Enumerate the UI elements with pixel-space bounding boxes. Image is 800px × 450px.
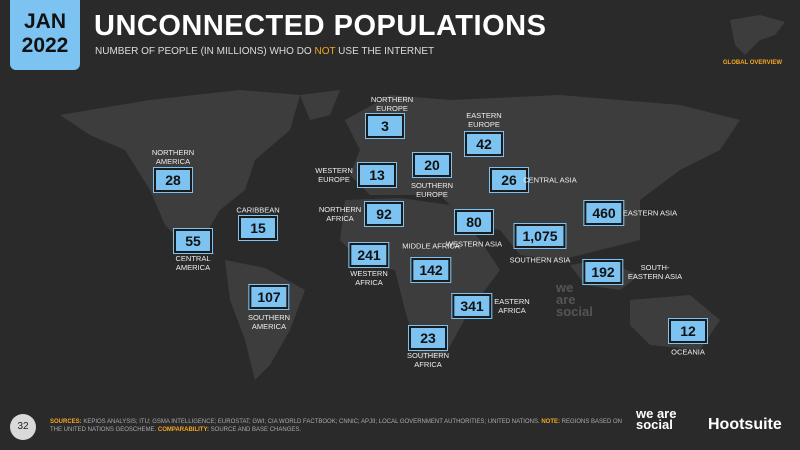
region-value: 142	[410, 257, 452, 283]
comparability-text: SOURCE AND BASE CHANGES.	[209, 427, 302, 433]
region-value: 23	[408, 325, 448, 351]
region-value: 28	[153, 167, 193, 193]
note-label: NOTE:	[541, 419, 560, 425]
region-name: CARIBBEAN	[236, 205, 280, 215]
region-name: EASTERN ASIA	[622, 208, 678, 218]
region-name: EASTERN EUROPE	[466, 111, 502, 129]
region-name: SOUTH-EASTERN ASIA	[627, 263, 683, 281]
region-value: 92	[364, 201, 404, 227]
region-value: 15	[238, 215, 278, 241]
sources-label: SOURCES:	[50, 419, 82, 425]
region-value: 341	[451, 293, 493, 319]
region-value: 241	[348, 242, 390, 268]
brand-logo: we are social	[636, 406, 677, 432]
sources: SOURCES: KEPIOS ANALYSIS; ITU; GSMA INTE…	[50, 418, 630, 434]
region-name: NORTHERN AFRICA	[318, 205, 362, 223]
region-value: 107	[248, 284, 290, 310]
region-name: NORTHERN AMERICA	[151, 148, 195, 166]
watermark: we are social	[556, 280, 593, 319]
region-value: 26	[489, 167, 529, 193]
region-value: 12	[668, 318, 708, 344]
region-name: EASTERN AFRICA	[494, 297, 530, 315]
date-month: JAN	[23, 10, 66, 33]
date-year: 2022	[21, 34, 69, 57]
region-name: SOUTHERN AMERICA	[247, 313, 291, 331]
region-name: SOUTHERN EUROPE	[410, 181, 454, 199]
subtitle: NUMBER OF PEOPLE (IN MILLIONS) WHO DO NO…	[95, 46, 434, 57]
region-name: SOUTHERN AFRICA	[406, 351, 450, 369]
region-value: 55	[173, 228, 213, 254]
region-value: 20	[412, 152, 452, 178]
brand-logo: Hootsuite	[708, 416, 782, 433]
region-value: 13	[357, 162, 397, 188]
region-name: MIDDLE AFRICA	[402, 241, 460, 251]
section-label: GLOBAL OVERVIEW	[722, 60, 782, 66]
mini-map	[730, 15, 785, 55]
title: UNCONNECTED POPULATIONS	[94, 10, 547, 42]
region-name: WESTERN AFRICA	[350, 269, 388, 287]
subtitle-text: USE THE INTERNET	[335, 46, 435, 57]
sources-text: KEPIOS ANALYSIS; ITU; GSMA INTELLIGENCE;…	[81, 419, 542, 425]
subtitle-text: NUMBER OF PEOPLE (IN MILLIONS) WHO DO	[95, 46, 315, 57]
region-name: OCEANIA	[671, 347, 705, 357]
region-name: NORTHERN EUROPE	[370, 95, 414, 113]
region-value: 42	[464, 131, 504, 157]
region-value: 3	[365, 113, 405, 139]
page-number: 32	[10, 414, 36, 440]
region-value: 80	[454, 209, 494, 235]
region-name: SOUTHERN ASIA	[509, 255, 571, 265]
date-badge: JAN 2022	[10, 0, 80, 70]
subtitle-highlight: NOT	[314, 46, 336, 57]
region-name: WESTERN EUROPE	[315, 166, 353, 184]
region-name: CENTRAL ASIA	[523, 175, 577, 185]
comparability-label: COMPARABILITY:	[157, 427, 210, 433]
region-value: 192	[582, 259, 624, 285]
note-text: REGIONS BASED ON THE UNITED NATIONS GEOS…	[50, 419, 622, 433]
region-value: 1,075	[513, 223, 567, 249]
region-value: 460	[583, 200, 625, 226]
region-name: CENTRAL AMERICA	[175, 254, 211, 272]
region-name: WESTERN ASIA	[445, 239, 503, 249]
